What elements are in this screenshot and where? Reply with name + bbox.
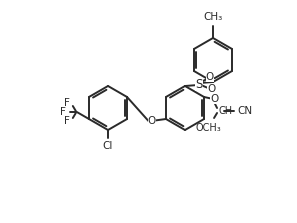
Text: S: S [195, 78, 203, 91]
Text: CN: CN [237, 106, 252, 116]
Text: O: O [206, 72, 214, 82]
Text: CH: CH [218, 106, 232, 116]
Text: O: O [210, 94, 218, 104]
Text: CH₃: CH₃ [203, 12, 223, 22]
Text: F: F [60, 107, 66, 117]
Text: F: F [64, 116, 70, 126]
Text: O: O [207, 84, 215, 94]
Text: Cl: Cl [103, 141, 113, 151]
Text: O: O [148, 116, 156, 126]
Text: OCH₃: OCH₃ [195, 123, 221, 133]
Text: F: F [64, 98, 70, 108]
